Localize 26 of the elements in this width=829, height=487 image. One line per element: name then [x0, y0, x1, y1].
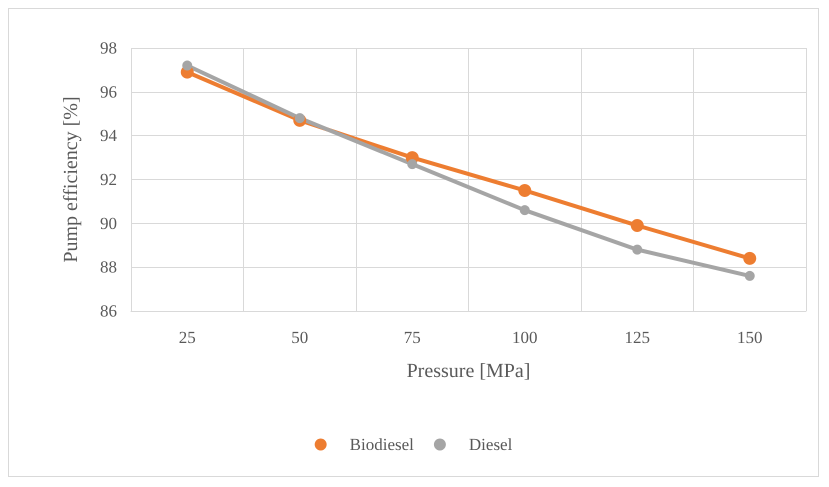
y-tick-label: 94 [100, 126, 118, 146]
x-axis-title: Pressure [MPa] [406, 360, 530, 382]
x-tick-label: 25 [178, 328, 196, 347]
point [518, 184, 532, 197]
point [632, 244, 642, 255]
y-axis-title: Pump efficiency [%] [60, 96, 82, 263]
point [743, 252, 756, 265]
y-tick-label: 92 [100, 170, 117, 189]
x-tick-label: 75 [404, 328, 421, 347]
point [630, 219, 644, 232]
y-tick-label: 86 [100, 302, 117, 320]
y-tick-label: 98 [100, 38, 117, 58]
legend-label: Biodiesel [350, 435, 414, 454]
x-tick-label: 125 [624, 328, 650, 347]
legend-label: Diesel [468, 435, 513, 454]
x-tick-label: 50 [291, 328, 308, 347]
y-tick-label: 96 [100, 82, 117, 102]
point [294, 113, 305, 124]
point [744, 270, 755, 281]
y-tick-label: 90 [100, 214, 117, 233]
y-tick-label: 88 [100, 258, 117, 277]
point [407, 159, 418, 170]
x-tick-label: 100 [512, 328, 538, 347]
x-tick-label: 150 [737, 328, 762, 347]
point [520, 205, 530, 216]
point [182, 60, 192, 71]
